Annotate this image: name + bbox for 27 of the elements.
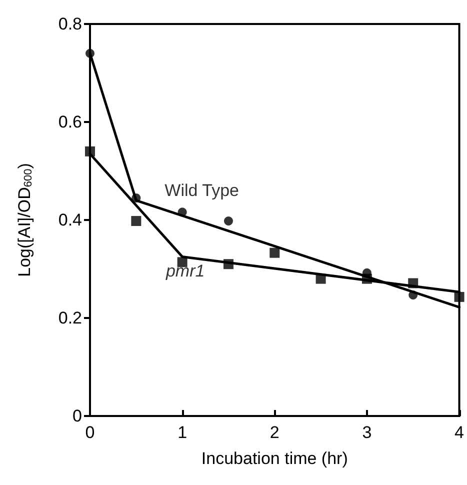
y-axis-title: Log([AI]/OD600) <box>15 163 34 277</box>
point <box>223 259 234 270</box>
point <box>270 248 280 258</box>
y-tick-label: 0 <box>72 406 82 426</box>
series-label: Wild Type <box>164 181 239 200</box>
point <box>316 274 326 284</box>
point <box>454 292 464 302</box>
y-tick-label: 0.8 <box>58 14 82 34</box>
point <box>362 274 372 284</box>
series-label: pmr1 <box>164 262 205 281</box>
point <box>131 216 142 226</box>
point <box>224 216 233 226</box>
x-axis-title: Incubation time (hr) <box>201 449 348 468</box>
point <box>408 278 418 288</box>
point <box>85 146 95 156</box>
y-tick-label: 0.6 <box>58 112 82 132</box>
x-tick-label: 1 <box>178 423 188 442</box>
x-tick-label: 0 <box>85 423 95 442</box>
x-tick-label: 2 <box>270 423 280 442</box>
point <box>86 48 94 58</box>
x-tick-label: 3 <box>362 423 372 442</box>
point <box>178 208 187 217</box>
point <box>408 290 418 300</box>
x-tick-label: 4 <box>454 423 464 442</box>
y-tick-label: 0.2 <box>58 308 82 328</box>
y-tick-label: 0.4 <box>58 210 82 230</box>
point <box>132 193 141 202</box>
